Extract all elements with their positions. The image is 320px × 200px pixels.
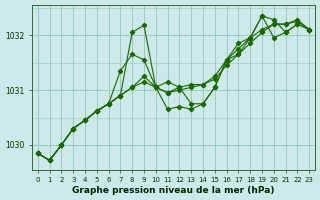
X-axis label: Graphe pression niveau de la mer (hPa): Graphe pression niveau de la mer (hPa): [72, 186, 275, 195]
